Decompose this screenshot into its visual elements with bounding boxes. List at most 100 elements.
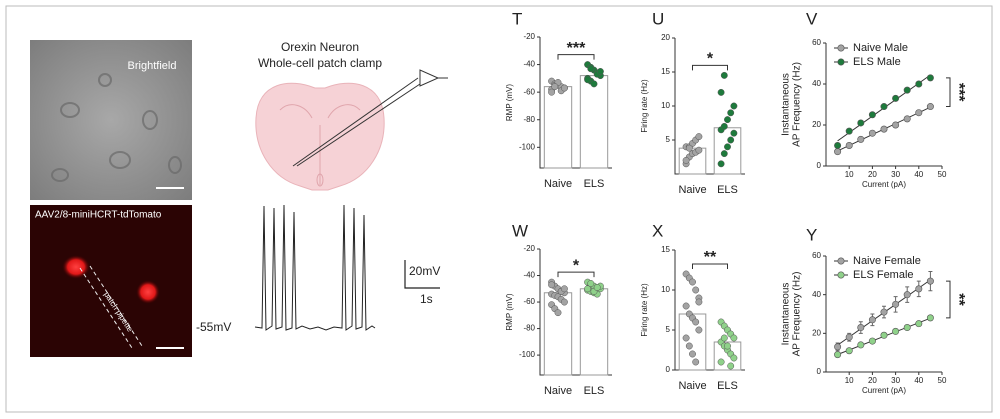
y-axis-label: AP Frequency (Hz) (792, 272, 803, 357)
diagram-title: Whole-cell patch clamp (258, 56, 382, 70)
significance-bracket (692, 64, 728, 71)
data-point (695, 298, 703, 306)
data-point (720, 122, 728, 130)
x-tick-label: 40 (914, 170, 923, 179)
legend-label: Naive Male (853, 42, 908, 54)
data-point (880, 125, 888, 133)
x-tick-label: 10 (845, 376, 854, 385)
data-point (845, 333, 853, 341)
y-tick-label: 20 (661, 33, 670, 42)
data-point (692, 286, 700, 294)
x-axis-label: Current (pA) (862, 180, 906, 189)
data-point (584, 76, 592, 84)
data-point (857, 135, 865, 143)
data-point (682, 302, 690, 310)
data-point (695, 146, 703, 154)
data-point (587, 65, 595, 73)
y-axis-label: Firing rate (Hz) (640, 79, 649, 133)
x-tick-label: 50 (938, 376, 947, 385)
y-tick-label: 5 (666, 325, 671, 334)
x-tick-label: Naive (544, 178, 572, 190)
data-point (926, 314, 934, 322)
significance: * (707, 51, 714, 68)
data-point (593, 284, 601, 291)
y-tick-label: 20 (812, 120, 821, 129)
data-point (857, 324, 865, 332)
data-point (892, 327, 900, 335)
x-tick-label: ELS (584, 178, 605, 190)
data-point (868, 129, 876, 137)
y-tick-label: 5 (666, 135, 671, 144)
data-point (868, 111, 876, 119)
data-point (724, 116, 731, 124)
significance-bracket (946, 280, 951, 319)
data-point (857, 341, 865, 349)
panel-label: W (512, 221, 528, 240)
data-point (834, 351, 842, 359)
y-axis-label: Instantaneous (781, 283, 792, 346)
data-point (689, 278, 696, 286)
y-tick-label: 0 (817, 161, 822, 170)
data-point (584, 285, 592, 293)
data-point (868, 337, 876, 345)
data-point (857, 119, 865, 127)
pipette (292, 69, 448, 167)
data-point (903, 291, 911, 299)
data-point (717, 358, 725, 366)
x-tick-label: Naive (544, 385, 572, 397)
data-point (926, 103, 934, 111)
neuron-signal (136, 280, 160, 304)
x-tick-label: Naive (678, 380, 706, 392)
y-tick-label: 60 (812, 251, 821, 260)
data-point (730, 334, 738, 342)
y-axis-label: AP Frequency (Hz) (792, 62, 803, 147)
panel-label: V (806, 9, 818, 28)
y-tick-label: -20 (523, 244, 535, 253)
cell-texture (51, 73, 182, 182)
significance: * (573, 257, 580, 274)
y-tick-label: 40 (812, 290, 821, 299)
data-point (868, 316, 876, 324)
image-label: Brightfield (128, 60, 177, 72)
data-point (560, 298, 568, 306)
data-point (730, 102, 738, 110)
y-tick-label: -40 (523, 60, 535, 69)
data-point (834, 343, 842, 351)
y-tick-label: -100 (519, 142, 536, 151)
data-point (695, 326, 703, 334)
data-point (682, 334, 690, 342)
y-tick-label: -60 (523, 297, 535, 306)
x-tick-label: 50 (938, 170, 947, 179)
x-tick-label: 30 (891, 170, 900, 179)
y-tick-label: -80 (523, 324, 535, 333)
panel-label: T (512, 9, 522, 28)
brightfield-image (30, 40, 192, 200)
y-tick-label: 0 (666, 365, 671, 374)
y-tick-label: 60 (812, 38, 821, 47)
legend-label: ELS Male (853, 56, 901, 68)
y-axis-label: Firing rate (Hz) (640, 283, 649, 337)
significance-bracket (557, 271, 595, 278)
x-tick-label: ELS (584, 385, 605, 397)
x-tick-label: ELS (717, 184, 738, 196)
data-point (845, 142, 853, 150)
significance: *** (567, 40, 586, 57)
y-tick-label: 15 (661, 67, 670, 76)
fluorescence-image (30, 205, 192, 357)
data-point (720, 71, 728, 79)
y-tick-label: 10 (661, 285, 670, 294)
y-tick-label: 40 (812, 79, 821, 88)
data-point (717, 160, 725, 168)
data-point (590, 80, 598, 88)
data-point (554, 309, 562, 317)
voltage-trace (254, 204, 376, 331)
scale-bar (404, 260, 440, 289)
data-point (724, 143, 731, 151)
y-axis-label: Instantaneous (781, 73, 792, 136)
data-point (892, 300, 900, 308)
y-tick-label: 15 (661, 245, 670, 254)
diagram-title: Orexin Neuron (281, 40, 359, 54)
panel-label: Y (806, 225, 817, 244)
data-point (915, 285, 923, 293)
